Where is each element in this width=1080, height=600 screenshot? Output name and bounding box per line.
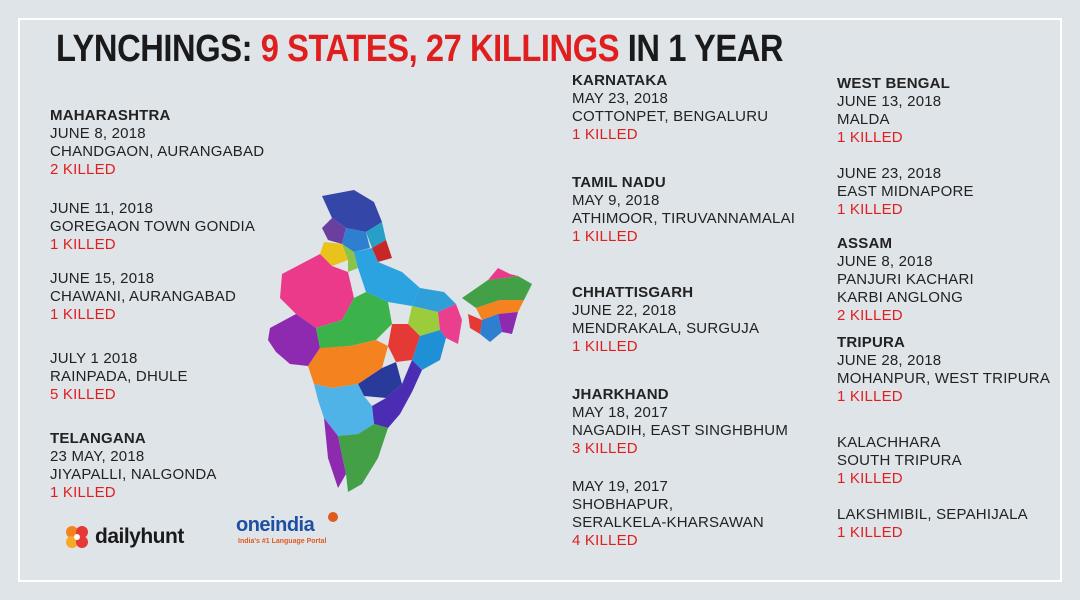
incident-date: JUNE 8, 2018 (837, 253, 933, 270)
incident-place: MALDA (837, 111, 890, 128)
state-name: WEST BENGAL (837, 75, 951, 92)
oneindia-tagline: India's #1 Language Portal (238, 538, 327, 545)
state-name: TELANGANA (50, 430, 146, 447)
incident-date: JUNE 23, 2018 (837, 165, 942, 182)
tamilnadu-entry: TAMIL NADU MAY 9, 2018 ATHIMOOR, TIRUVAN… (572, 174, 795, 246)
state-name: CHHATTISGARH (572, 284, 694, 301)
incident-place: SOUTH TRIPURA (837, 452, 962, 469)
state-name: ASSAM (837, 235, 893, 252)
incident-place: SERALKELA-KHARSAWAN (572, 514, 764, 531)
oneindia-badge-icon (328, 512, 338, 522)
tripura-entry-2: KALACHHARA SOUTH TRIPURA 1 KILLED (837, 434, 962, 488)
westbengal-entry-1: WEST BENGAL JUNE 13, 2018 MALDA 1 KILLED (837, 75, 950, 147)
incident-date: JUNE 22, 2018 (572, 302, 677, 319)
incident-date: MAY 19, 2017 (572, 478, 669, 495)
dailyhunt-logo: dailyhunt (64, 522, 184, 552)
assam-entry: ASSAM JUNE 8, 2018 PANJURI KACHARI KARBI… (837, 235, 974, 325)
killed-count: 1 KILLED (572, 338, 638, 355)
incident-place: EAST MIDNAPORE (837, 183, 974, 200)
incident-date: MAY 23, 2018 (572, 90, 669, 107)
killed-count: 1 KILLED (50, 236, 116, 253)
incident-date: 23 MAY, 2018 (50, 448, 145, 465)
killed-count: 1 KILLED (50, 306, 116, 323)
incident-place: PANJURI KACHARI (837, 271, 974, 288)
killed-count: 1 KILLED (837, 524, 903, 541)
incident-place: RAINPADA, DHULE (50, 368, 188, 385)
telangana-entry: TELANGANA 23 MAY, 2018 JIYAPALLI, NALGON… (50, 430, 217, 502)
oneindia-wordmark: oneindia (236, 514, 315, 536)
westbengal-entry-2: JUNE 23, 2018 EAST MIDNAPORE 1 KILLED (837, 165, 974, 219)
incident-place: JIYAPALLI, NALGONDA (50, 466, 217, 483)
killed-count: 5 KILLED (50, 386, 116, 403)
state-name: MAHARASHTRA (50, 107, 171, 124)
incident-place: CHANDGAON, AURANGABAD (50, 143, 265, 160)
state-name: TAMIL NADU (572, 174, 666, 191)
incident-place: ATHIMOOR, TIRUVANNAMALAI (572, 210, 796, 227)
incident-date: JUNE 11, 2018 (50, 200, 154, 217)
killed-count: 1 KILLED (572, 228, 638, 245)
jharkhand-entry-2: MAY 19, 2017 SHOBHAPUR, SERALKELA-KHARSA… (572, 478, 764, 550)
state-name: KARNATAKA (572, 72, 668, 89)
maharashtra-entry-4: JULY 1 2018 RAINPADA, DHULE 5 KILLED (50, 350, 188, 404)
tripura-entry-1: TRIPURA JUNE 28, 2018 MOHANPUR, WEST TRI… (837, 334, 1050, 406)
page-title: LYNCHINGS: 9 STATES, 27 KILLINGS IN 1 YE… (56, 28, 784, 70)
border-frame (18, 18, 1062, 582)
incident-place: SHOBHAPUR, (572, 496, 674, 513)
killed-count: 1 KILLED (837, 388, 903, 405)
incident-place: LAKSHMIBIL, SEPAHIJALA (837, 506, 1028, 523)
state-name: JHARKHAND (572, 386, 669, 403)
incident-place: GOREGAON TOWN GONDIA (50, 218, 256, 235)
chhattisgarh-entry: CHHATTISGARH JUNE 22, 2018 MENDRAKALA, S… (572, 284, 759, 356)
incident-date: JUNE 15, 2018 (50, 270, 155, 287)
incident-place: NAGADIH, EAST SINGHBHUM (572, 422, 789, 439)
state-name: TRIPURA (837, 334, 906, 351)
incident-date: JUNE 8, 2018 (50, 125, 146, 142)
maharashtra-entry-3: JUNE 15, 2018 CHAWANI, AURANGABAD 1 KILL… (50, 270, 236, 324)
killed-count: 3 KILLED (572, 440, 638, 457)
incident-place: MENDRAKALA, SURGUJA (572, 320, 760, 337)
incident-place: CHAWANI, AURANGABAD (50, 288, 237, 305)
incident-place: MOHANPUR, WEST TRIPURA (837, 370, 1051, 387)
incident-date: JUNE 28, 2018 (837, 352, 942, 369)
india-map-icon (268, 190, 532, 492)
karnataka-entry: KARNATAKA MAY 23, 2018 COTTONPET, BENGAL… (572, 72, 768, 144)
oneindia-logo: oneindia India's #1 Language Portal (236, 512, 346, 554)
incident-date: MAY 9, 2018 (572, 192, 660, 209)
killed-count: 1 KILLED (837, 129, 903, 146)
maharashtra-entry-2: JUNE 11, 2018 GOREGAON TOWN GONDIA 1 KIL… (50, 200, 255, 254)
dailyhunt-wordmark: dailyhunt (95, 525, 184, 548)
incident-place: KARBI ANGLONG (837, 289, 963, 306)
killed-count: 1 KILLED (50, 484, 116, 501)
incident-place: KALACHHARA (837, 434, 941, 451)
incident-date: MAY 18, 2017 (572, 404, 669, 421)
killed-count: 4 KILLED (572, 532, 638, 549)
killed-count: 1 KILLED (572, 126, 638, 143)
killed-count: 1 KILLED (837, 201, 903, 218)
incident-date: JUNE 13, 2018 (837, 93, 942, 110)
maharashtra-entry-1: MAHARASHTRA JUNE 8, 2018 CHANDGAON, AURA… (50, 107, 264, 179)
killed-count: 1 KILLED (837, 470, 903, 487)
dailyhunt-pinwheel-icon (66, 526, 88, 548)
killed-count: 2 KILLED (837, 307, 903, 324)
incident-place: COTTONPET, BENGALURU (572, 108, 769, 125)
tripura-entry-3: LAKSHMIBIL, SEPAHIJALA 1 KILLED (837, 506, 1028, 542)
killed-count: 2 KILLED (50, 161, 116, 178)
incident-date: JULY 1 2018 (50, 350, 138, 367)
jharkhand-entry-1: JHARKHAND MAY 18, 2017 NAGADIH, EAST SIN… (572, 386, 788, 458)
